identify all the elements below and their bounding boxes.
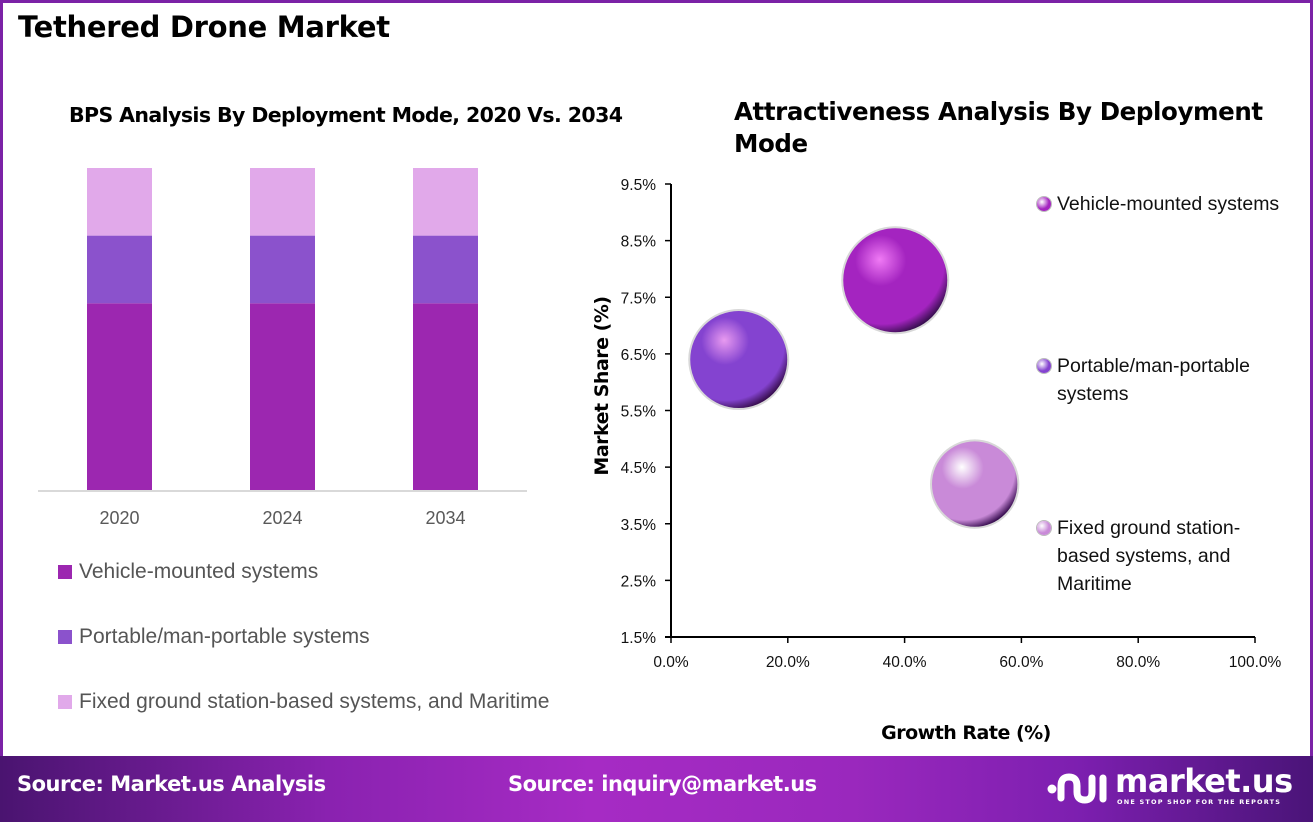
x-tick-label: 2024 [262, 508, 302, 528]
y-tick-label: 3.5% [621, 517, 657, 534]
y-tick-label: 8.5% [621, 234, 657, 251]
charts-canvas: 2020 2024 2034 9.5% 8.5% 7.5% 6.5% 5.5% 4.5% 3.5… [38, 168, 1282, 671]
y-tick-label: 9.5% [621, 177, 657, 194]
legend-bubble-icon [1037, 359, 1051, 373]
footer-banner: Source: Market.us Analysis Source: inqui… [0, 756, 1313, 822]
legend-label: Portable/man-portable systems [1057, 355, 1250, 405]
bar-segment-2034-2[interactable] [413, 168, 478, 236]
bar-segment-2024-0[interactable] [250, 303, 315, 490]
legend-label: Vehicle-mounted systems [79, 560, 319, 583]
bar-chart: 2020 2024 2034 [38, 168, 527, 528]
legend-swatch [58, 630, 72, 644]
market-us-logo[interactable]: market.us ONE STOP SHOP FOR THE REPORTS [1045, 762, 1295, 810]
x-tick-label: 20.0% [766, 654, 810, 671]
legend-bubble-icon [1037, 197, 1051, 211]
legend-label: Vehicle-mounted systems [1057, 193, 1280, 215]
x-tick-label: 2020 [99, 508, 139, 528]
bubble-chart-title: Attractiveness Analysis By Deployment Mo… [734, 97, 1263, 158]
legend-item-vehicle-mounted[interactable]: Vehicle-mounted systems [58, 560, 318, 584]
legend-swatch [58, 565, 72, 579]
bubble-point-1[interactable] [690, 311, 788, 409]
legend-item-portable[interactable]: Portable/man-portable systems [1037, 352, 1297, 408]
bar-chart-title: BPS Analysis By Deployment Mode, 2020 Vs… [69, 103, 623, 127]
bar-segment-2034-0[interactable] [413, 303, 478, 490]
x-tick-label: 60.0% [999, 654, 1043, 671]
market-us-logo-icon [1047, 773, 1107, 804]
legend-item-fixed-ground[interactable]: Fixed ground station-based systems, and … [1037, 514, 1267, 598]
bar-segment-2024-1[interactable] [250, 235, 315, 304]
x-tick-label: 2034 [425, 508, 465, 528]
y-tick-label: 2.5% [621, 573, 657, 590]
bar-segment-2020-0[interactable] [87, 303, 152, 490]
logo-tagline: ONE STOP SHOP FOR THE REPORTS [1117, 798, 1282, 806]
bubble-point-2[interactable] [932, 441, 1018, 527]
x-axis-label: Growth Rate (%) [881, 722, 1051, 744]
source-email[interactable]: Source: inquiry@market.us [508, 772, 817, 796]
y-tick-label: 1.5% [621, 630, 657, 647]
y-tick-label: 7.5% [621, 290, 657, 307]
bubble-point-0[interactable] [843, 228, 948, 333]
bar-segment-2034-1[interactable] [413, 235, 478, 304]
page-title: Tethered Drone Market [18, 10, 390, 44]
legend-swatch [58, 695, 72, 709]
legend-label: Fixed ground station-based systems, and … [1057, 517, 1241, 595]
x-tick-label: 40.0% [883, 654, 927, 671]
legend-item-portable[interactable]: Portable/man-portable systems [58, 625, 370, 649]
y-axis-label: Market Share (%) [591, 296, 613, 476]
legend-label: Portable/man-portable systems [79, 625, 370, 648]
x-tick-label: 80.0% [1116, 654, 1160, 671]
y-tick-label: 5.5% [621, 404, 657, 421]
bubble-chart: 9.5% 8.5% 7.5% 6.5% 5.5% 4.5% 3.5% 2.5% 1.5% 0.0%… [621, 177, 1282, 671]
legend-item-vehicle-mounted[interactable]: Vehicle-mounted systems [1037, 190, 1297, 218]
legend-bubble-icon [1037, 521, 1051, 535]
logo-text: market.us [1115, 762, 1293, 800]
x-tick-label: 100.0% [1229, 654, 1282, 671]
y-tick-label: 6.5% [621, 347, 657, 364]
x-tick-label: 0.0% [653, 654, 689, 671]
bar-segment-2020-1[interactable] [87, 235, 152, 304]
source-analysis: Source: Market.us Analysis [17, 772, 326, 796]
legend-label: Fixed ground station-based systems, and … [79, 690, 550, 713]
bar-segment-2024-2[interactable] [250, 168, 315, 236]
y-tick-label: 4.5% [621, 460, 657, 477]
bar-segment-2020-2[interactable] [87, 168, 152, 236]
legend-item-fixed-ground[interactable]: Fixed ground station-based systems, and … [58, 690, 549, 714]
